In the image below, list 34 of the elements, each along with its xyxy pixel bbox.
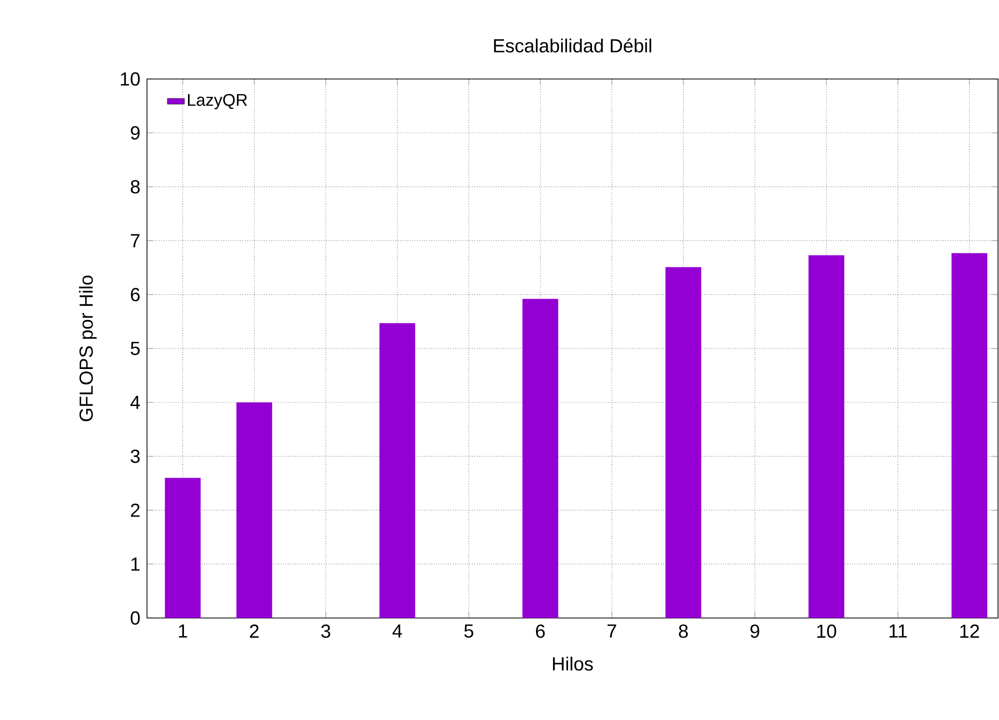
y-tick-label: 3 xyxy=(130,450,140,463)
y-axis-title: GFLOPS por Hilo xyxy=(78,276,97,422)
x-tick-label: 4 xyxy=(392,624,402,638)
y-tick-label: 4 xyxy=(130,396,140,409)
legend-label: LazyQR xyxy=(188,94,248,110)
x-tick-label: 12 xyxy=(960,624,979,638)
y-tick-label: 1 xyxy=(131,558,140,571)
x-tick-label: 8 xyxy=(678,624,688,638)
y-tick-label: 6 xyxy=(130,288,140,302)
x-tick-label: 3 xyxy=(321,624,330,638)
bar xyxy=(665,267,702,618)
x-tick-label: 7 xyxy=(608,624,616,638)
x-tick-label: 2 xyxy=(250,624,259,638)
bar xyxy=(379,323,416,618)
bar xyxy=(808,255,844,618)
chart-title: Escalabilidad Débil xyxy=(494,38,652,52)
x-tick-label: 6 xyxy=(536,624,545,638)
y-tick-label: 5 xyxy=(130,342,140,356)
y-tick-label: 0 xyxy=(130,611,140,625)
bar xyxy=(236,402,272,618)
y-tick-label: 9 xyxy=(130,126,140,140)
bar xyxy=(522,298,558,618)
x-tick-label: 5 xyxy=(464,624,474,638)
y-tick-label: 8 xyxy=(130,180,140,194)
x-tick-label: 11 xyxy=(890,624,907,638)
bar xyxy=(164,478,201,618)
x-tick-label: 9 xyxy=(750,624,760,638)
x-tick-label: 10 xyxy=(817,624,836,638)
y-tick-label: 7 xyxy=(130,234,140,248)
x-axis-title: Hilos xyxy=(553,656,593,671)
bar xyxy=(952,253,988,618)
y-tick-label: 2 xyxy=(130,504,140,517)
y-tick-label: 10 xyxy=(120,72,140,86)
x-tick-label: 1 xyxy=(178,624,188,638)
